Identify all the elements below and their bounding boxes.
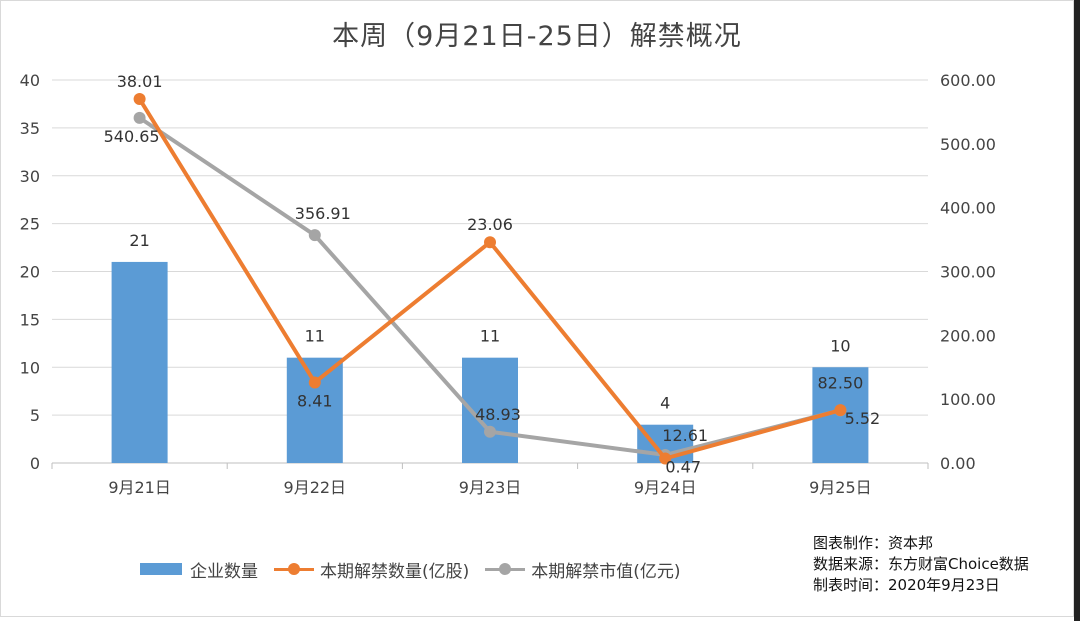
legend-label: 本期解禁市值(亿元) [531, 561, 681, 582]
left-tick-label: 20 [20, 263, 40, 282]
credit-author: 图表制作：资本邦 [813, 534, 934, 552]
legend-label: 企业数量 [190, 561, 258, 582]
line-point [308, 376, 321, 389]
line-point [484, 236, 496, 249]
right-tick-label: 600.00 [940, 71, 996, 90]
left-tick-label: 0 [30, 454, 40, 473]
left-tick-label: 30 [20, 167, 40, 186]
line-data-label: 48.93 [475, 405, 521, 424]
line-point [484, 425, 496, 438]
line-data-label: 8.41 [297, 391, 333, 410]
line-point [659, 452, 672, 465]
line-point [133, 93, 146, 106]
credit-source: 数据来源：东方财富Choice数据 [813, 555, 1029, 573]
x-tick-label: 9月22日 [284, 478, 347, 497]
right-tick-label: 200.00 [940, 326, 996, 345]
line-data-label: 5.52 [845, 409, 881, 428]
line-data-label: 356.91 [295, 204, 351, 223]
line-data-label: 12.61 [662, 426, 708, 445]
chart-legend: 企业数量 本期解禁数量(亿股) 本期解禁市值(亿元) [140, 556, 697, 582]
left-tick-label: 25 [20, 215, 40, 234]
bar-data-label: 11 [305, 327, 325, 346]
legend-swatch-line [485, 559, 526, 579]
x-tick-label: 9月21日 [108, 478, 171, 497]
left-tick-label: 15 [20, 310, 40, 329]
line-data-label: 540.65 [104, 127, 160, 146]
x-tick-label: 9月23日 [459, 478, 522, 497]
legend-item-value: 本期解禁市值(亿元) [485, 557, 681, 582]
left-tick-label: 5 [30, 406, 40, 425]
credit-date: 制表时间：2020年9月23日 [813, 576, 1000, 594]
right-tick-label: 100.00 [940, 390, 996, 409]
right-tick-label: 500.00 [940, 135, 996, 154]
bar-data-label: 10 [830, 336, 850, 355]
line-data-label: 38.01 [117, 72, 163, 91]
line-data-label: 23.06 [467, 215, 513, 234]
chart-credits: 图表制作：资本邦 数据来源：东方财富Choice数据 制表时间：2020年9月2… [813, 533, 1029, 596]
left-tick-label: 10 [20, 358, 40, 377]
line-data-label: 0.47 [665, 457, 701, 476]
bar-data-label: 4 [660, 394, 670, 413]
left-tick-label: 35 [20, 119, 40, 138]
legend-item-companies: 企业数量 [140, 557, 258, 582]
line-data-label: 82.50 [817, 373, 863, 392]
bar-data-label: 21 [129, 231, 149, 250]
x-tick-label: 9月24日 [634, 478, 697, 497]
left-tick-label: 40 [20, 71, 40, 90]
x-tick-label: 9月25日 [809, 478, 872, 497]
legend-label: 本期解禁数量(亿股) [320, 561, 470, 582]
chart-title: 本周（9月21日-25日）解禁概况 [332, 21, 742, 52]
line-point [834, 404, 847, 417]
right-tick-label: 0.00 [940, 454, 976, 473]
legend-swatch-bar [140, 563, 182, 575]
bar [111, 261, 168, 463]
legend-swatch-line [274, 559, 314, 579]
line-point [133, 111, 146, 124]
bar [286, 357, 343, 463]
bar-data-label: 11 [480, 327, 500, 346]
legend-item-shares: 本期解禁数量(亿股) [274, 557, 469, 582]
right-tick-label: 400.00 [940, 199, 996, 218]
line-point [308, 229, 321, 242]
right-tick-label: 300.00 [940, 263, 996, 282]
window-edge [1074, 0, 1080, 621]
